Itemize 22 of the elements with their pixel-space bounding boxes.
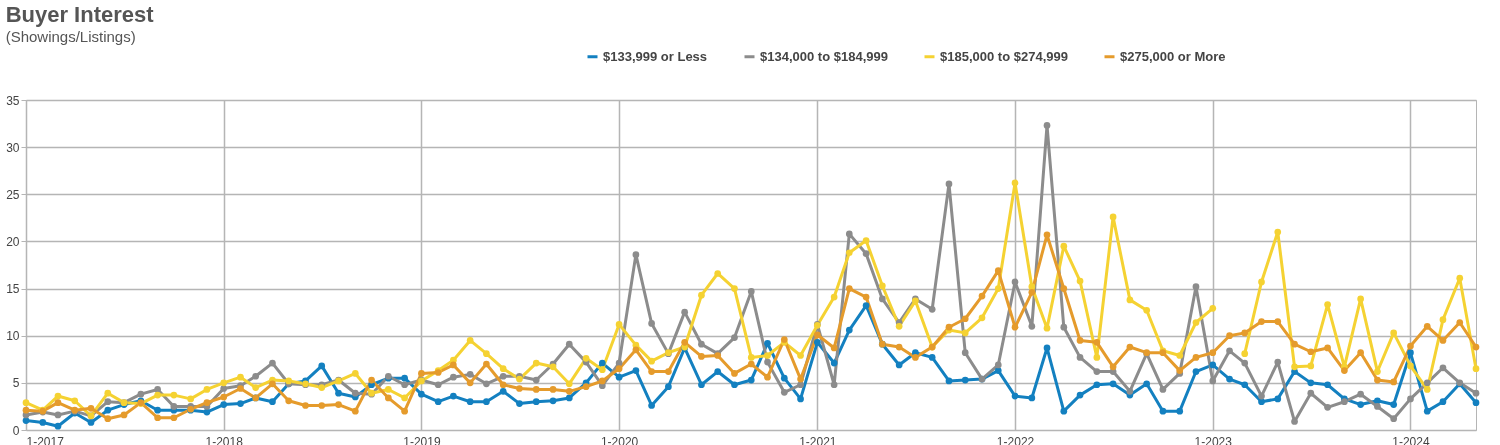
legend-label: $134,000 to $184,999 xyxy=(760,48,888,64)
x-tick-label: 1-2018 xyxy=(205,434,244,445)
chart-title: Buyer Interest xyxy=(5,2,155,27)
x-tick-label: 1-2020 xyxy=(600,434,639,445)
y-tick-label: 10 xyxy=(6,329,20,344)
y-tick-label: 5 xyxy=(12,376,20,391)
y-tick-label: 35 xyxy=(6,93,20,108)
x-tick-label: 1-2019 xyxy=(403,434,441,445)
x-tick-label: 1-2024 xyxy=(1392,434,1430,445)
y-tick-label: 20 xyxy=(6,234,20,249)
y-tick-label: 25 xyxy=(6,187,20,202)
legend-label: $133,999 or Less xyxy=(603,48,708,64)
y-tick-label: 0 xyxy=(12,423,20,438)
x-tick-label: 1-2023 xyxy=(1194,434,1233,445)
legend-label: $275,000 or More xyxy=(1120,48,1226,64)
y-tick-label: 30 xyxy=(6,140,20,155)
y-tick-label: 15 xyxy=(6,282,20,297)
chart-subtitle: (Showings/Listings) xyxy=(5,28,136,45)
x-tick-label: 1-2022 xyxy=(996,434,1035,445)
x-tick-label: 1-2021 xyxy=(799,434,837,445)
x-tick-label: 1-2017 xyxy=(26,434,65,445)
legend-label: $185,000 to $274,999 xyxy=(940,48,1068,64)
